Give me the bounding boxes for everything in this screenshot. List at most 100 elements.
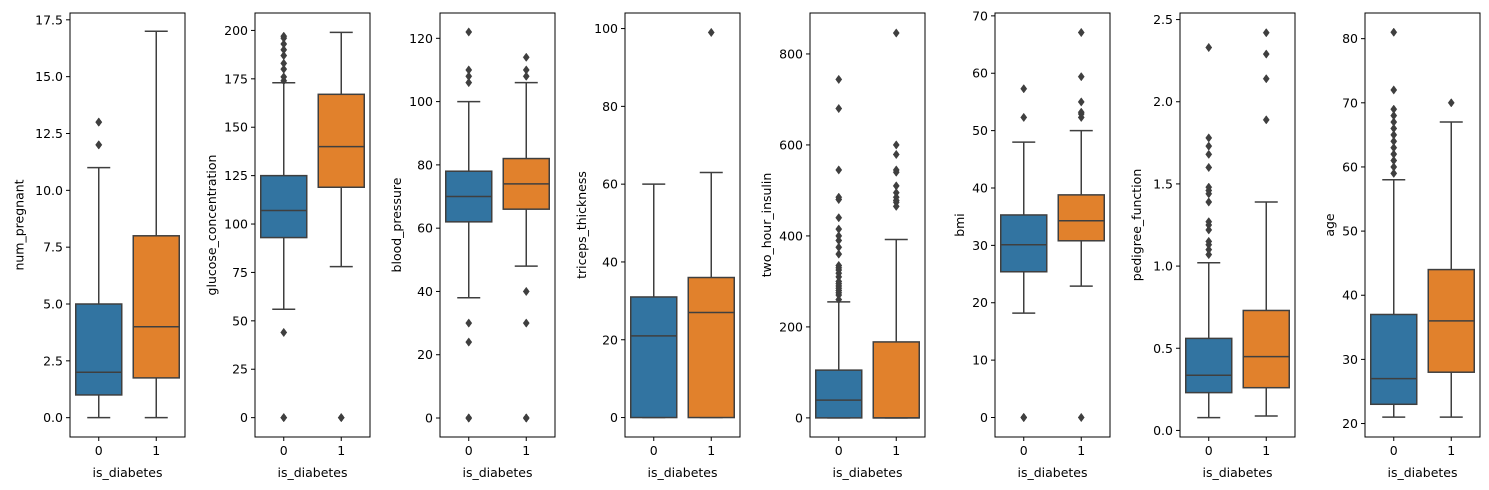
outlier-point (835, 242, 843, 252)
y-tick-label: 2.5 (43, 353, 63, 368)
box-category-1 (317, 31, 365, 423)
box-category-0 (445, 27, 493, 423)
outlier-point (835, 249, 843, 259)
outlier-point (522, 65, 530, 75)
x-tick-label: 0 (280, 443, 288, 458)
outlier-point (1390, 136, 1398, 146)
outlier-point (1205, 245, 1213, 255)
outlier-point (522, 52, 530, 62)
iqr-box (1057, 194, 1105, 242)
outlier-point (1447, 98, 1455, 108)
outlier-point (465, 318, 473, 328)
y-tick-label: 2.0 (1153, 94, 1173, 109)
axes-frame (69, 12, 186, 438)
y-tick-label: 600 (779, 137, 803, 152)
outlier-point (522, 413, 530, 423)
outlier-point (1205, 217, 1213, 227)
y-tick-label: 60 (417, 221, 433, 236)
y-tick-label: 40 (972, 180, 988, 195)
outlier-point (1205, 133, 1213, 143)
outlier-point (337, 413, 345, 423)
chart-panel-glucose-concentration: 0 25 50 75 100 125 150 175 200 0 1 is_diabetes gluco… (204, 12, 371, 480)
y-tick-label: 12.5 (35, 126, 63, 141)
y-axis-label: blood_pressure (389, 177, 404, 272)
x-axis-label: is_diabetes (1202, 465, 1272, 480)
x-tick-label: 1 (1447, 443, 1455, 458)
y-tick-label: 20 (1342, 416, 1358, 431)
outlier-point (1262, 115, 1270, 125)
iqr-box (317, 93, 365, 188)
y-axis-label: num_pregnant (12, 179, 27, 270)
y-tick-label: 5.0 (43, 297, 63, 312)
outlier-point (1205, 141, 1213, 151)
outlier-point (892, 188, 900, 198)
outlier-point (465, 413, 473, 423)
iqr-box (132, 235, 180, 379)
outlier-point (835, 231, 843, 241)
x-tick-label: 1 (707, 443, 715, 458)
outlier-point (1077, 107, 1085, 117)
y-tick-label: 20 (972, 295, 988, 310)
y-tick-label: 0.0 (1153, 423, 1173, 438)
y-tick-label: 100 (224, 217, 248, 232)
outlier-point (1205, 249, 1213, 260)
box-category-0 (630, 183, 678, 419)
y-tick-label: 0 (610, 410, 618, 425)
y-tick-label: 30 (1342, 352, 1358, 367)
iqr-box (1000, 214, 1048, 273)
box-category-1 (1057, 27, 1105, 423)
x-tick-label: 1 (522, 443, 530, 458)
outlier-point (835, 213, 843, 223)
iqr-box (1242, 309, 1290, 389)
axes-frame (1364, 12, 1481, 438)
outlier-point (280, 327, 288, 338)
y-tick-label: 40 (1342, 288, 1358, 303)
y-tick-label: 80 (417, 157, 433, 172)
outlier-point (280, 39, 288, 49)
y-tick-label: 20 (602, 332, 618, 347)
iqr-box (1370, 313, 1418, 406)
y-tick-label: 1.0 (1153, 259, 1173, 274)
outlier-point (280, 31, 288, 41)
outlier-point (465, 337, 473, 347)
y-tick-label: 1.5 (1153, 176, 1173, 191)
chart-panel-bmi: 0 10 20 30 40 50 60 70 0 1 is_diabetes bmi (952, 8, 1111, 480)
outlier-point (1077, 412, 1085, 423)
box-category-0 (1185, 42, 1233, 419)
outlier-point (1262, 49, 1270, 59)
outlier-point (835, 165, 843, 175)
chart-panel-triceps-thickness: 0 20 40 60 80 100 0 1 is_diabetes triceps_thickne… (574, 12, 741, 480)
outlier-point (1390, 27, 1398, 37)
y-tick-label: 80 (1342, 31, 1358, 46)
outlier-point (1390, 149, 1398, 159)
y-axis-label: triceps_thickness (574, 171, 589, 279)
axes-frame (994, 12, 1111, 438)
outlier-point (1020, 412, 1028, 423)
y-axis-label: glucose_concentration (204, 155, 219, 296)
chart-panel-two-hour-insulin: 0 200 400 600 800 0 1 is_diabetes two_hour_insul… (759, 12, 926, 480)
x-tick-label: 1 (1262, 443, 1270, 458)
x-axis-label: is_diabetes (277, 465, 347, 480)
box-category-1 (687, 27, 735, 419)
x-tick-label: 0 (650, 443, 658, 458)
outlier-point (522, 71, 530, 81)
outlier-point (1020, 112, 1028, 123)
x-tick-label: 0 (1020, 443, 1028, 458)
y-axis-label: bmi (952, 213, 967, 237)
y-tick-label: 10.0 (35, 183, 63, 198)
outlier-point (1390, 162, 1398, 172)
iqr-box (260, 174, 308, 239)
outlier-point (1077, 27, 1085, 38)
iqr-box (630, 296, 678, 419)
outlier-point (1390, 111, 1398, 121)
x-tick-label: 0 (835, 443, 843, 458)
x-tick-label: 0 (95, 443, 103, 458)
outlier-point (1205, 197, 1213, 207)
chart-panel-num-pregnant: 0.0 2.5 5.0 7.5 10.0 12.5 15.0 17.5 0 1 is_diabete… (12, 12, 186, 480)
iqr-box (687, 276, 735, 419)
outlier-point (522, 286, 530, 297)
outlier-point (1205, 236, 1213, 247)
outlier-point (1205, 162, 1213, 173)
x-tick-label: 0 (1390, 443, 1398, 458)
